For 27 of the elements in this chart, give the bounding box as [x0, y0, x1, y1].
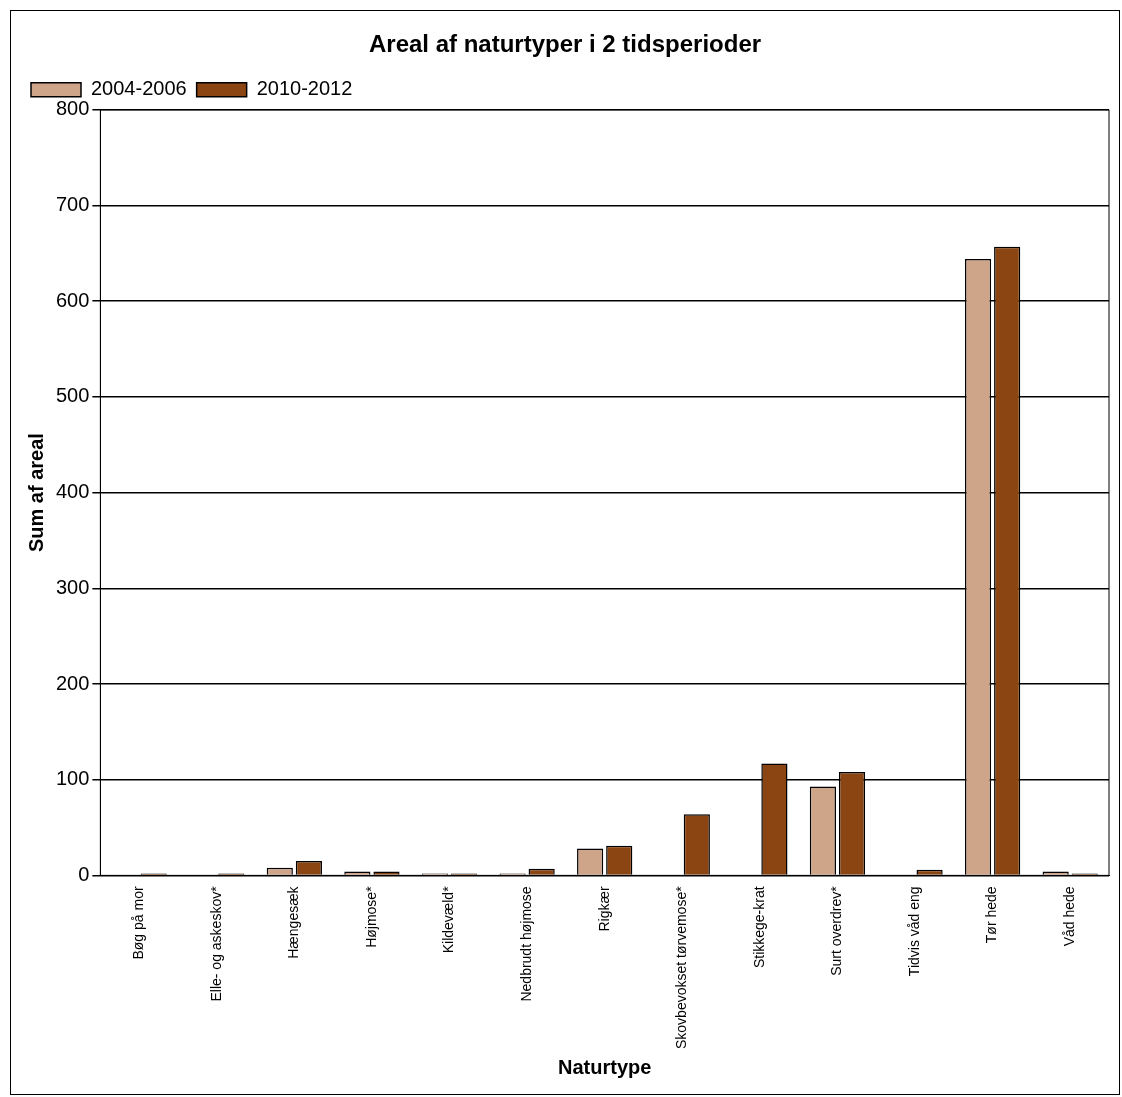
- y-tick-label: 200: [55, 671, 90, 694]
- x-tick-label: Rigkær: [595, 886, 612, 932]
- x-tick-label: Tidvis våd eng: [905, 886, 922, 977]
- x-tick-label: Surt overdrev*: [828, 885, 845, 976]
- y-tick-label: 500: [55, 384, 90, 407]
- y-tick-label: 600: [55, 288, 90, 311]
- y-tick-label: 100: [55, 767, 90, 790]
- x-tick-label: Stikkege-krat: [750, 886, 767, 969]
- legend-label: 2010-2012: [256, 77, 353, 100]
- x-tick-label: Hængesæk: [285, 885, 302, 959]
- y-tick-label: 400: [55, 480, 90, 503]
- y-tick-label: 300: [55, 575, 90, 598]
- x-tick-label: Kildevæld*: [440, 885, 457, 954]
- x-tick-label: Bøg på mor: [130, 886, 147, 960]
- x-tick-label: Nedbrudt højmose: [517, 886, 534, 1002]
- x-axis-title: Naturtype: [558, 1055, 652, 1078]
- x-tick-label: Skovbevokset tørvemose*: [673, 885, 690, 1049]
- x-tick-label: Våd hede: [1061, 886, 1078, 947]
- chart-title: Areal af naturtyper i 2 tidsperioder: [368, 30, 762, 58]
- x-tick-label: Tør hede: [983, 886, 1000, 944]
- x-tick-label: Højmose*: [362, 885, 379, 948]
- y-tick-label: 700: [55, 193, 90, 216]
- y-tick-label: 0: [78, 862, 90, 885]
- x-tick-label: Elle- og askeskov*: [207, 885, 224, 1002]
- y-tick-label: 800: [55, 97, 90, 120]
- legend-label: 2004-2006: [91, 77, 187, 100]
- y-axis-title: Sum af areal: [24, 433, 47, 553]
